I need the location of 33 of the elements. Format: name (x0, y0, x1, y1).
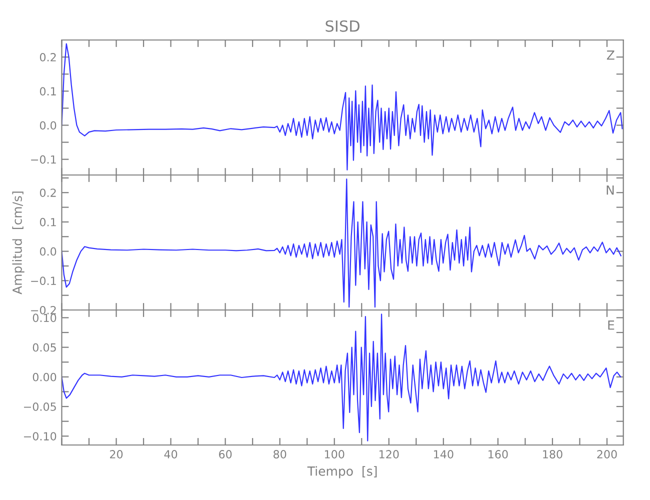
x-axis-title: Tiempo [s] (307, 466, 377, 478)
x-tick-label: 120 (380, 450, 399, 458)
y-tick-label: 0.05 (32, 343, 56, 352)
x-tick-label: 140 (434, 450, 454, 458)
y-tick-label: −0.1 (31, 155, 56, 164)
y-tick-label: 0.0 (40, 247, 56, 256)
x-tick-label: 100 (324, 450, 344, 458)
annotation: N (606, 186, 614, 195)
y-tick-label: 0.10 (32, 314, 56, 322)
y-tick-label: 0.1 (40, 87, 56, 96)
x-tick-label: 40 (164, 450, 178, 458)
line-series (62, 314, 622, 442)
x-tick-label: 160 (488, 450, 508, 458)
y-tick-label: 0.2 (40, 188, 56, 197)
y-tick-label: 0.2 (40, 53, 56, 62)
y-tick-label: 0.00 (32, 372, 56, 382)
x-tick-label: 20 (110, 450, 123, 458)
x-tick-label: 200 (597, 450, 617, 458)
y-tick-label: −0.2 (31, 306, 56, 314)
y-tick-label: 0.1 (40, 218, 56, 226)
y-tick-label: −0.1 (31, 276, 56, 286)
annotation: E (608, 320, 614, 330)
y-tick-label: −0.05 (24, 402, 56, 411)
x-tick-label: 60 (219, 450, 232, 458)
y-tick-label: 0.0 (40, 121, 56, 130)
chart-title: SISD (326, 20, 360, 32)
x-tick-label: 80 (274, 450, 286, 458)
annotation: Z (606, 50, 614, 60)
y-tick-label: −0.10 (24, 432, 56, 440)
y-axis-title: Amplitud [cm/s] (12, 192, 24, 294)
x-tick-label: 180 (543, 450, 562, 458)
line-series (62, 43, 623, 170)
line-series (62, 178, 622, 308)
